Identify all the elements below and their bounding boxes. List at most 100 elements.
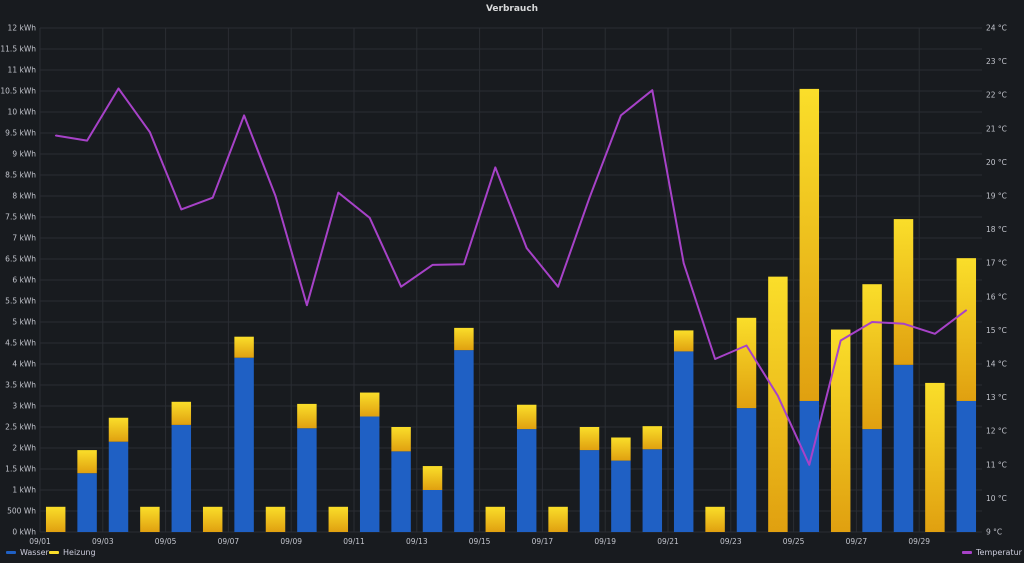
y-left-tick-label: 4.5 kWh xyxy=(5,339,36,348)
x-tick-label: 09/19 xyxy=(594,537,616,546)
bar-wasser xyxy=(799,400,820,532)
temperature-point xyxy=(368,217,371,219)
x-tick-label: 09/09 xyxy=(280,537,302,546)
legend-label-heizung: Heizung xyxy=(63,548,96,557)
y-left-tick-label: 5.5 kWh xyxy=(5,297,36,306)
bar-wasser xyxy=(956,400,977,532)
bar-wasser xyxy=(611,460,631,532)
bar-heizung xyxy=(391,427,411,452)
bar-heizung xyxy=(265,506,286,532)
bar-heizung xyxy=(171,401,192,425)
temperature-point xyxy=(463,263,465,266)
temperature-point xyxy=(149,131,151,133)
y-right-tick-label: 9 °C xyxy=(986,528,1002,537)
x-tick-label: 09/11 xyxy=(343,537,365,546)
legend-label-wasser: Wasser xyxy=(20,548,49,557)
temperature-point xyxy=(274,195,277,197)
temperature-point xyxy=(934,332,936,335)
y-right-tick-label: 21 °C xyxy=(986,124,1007,133)
y-left-tick-label: 11 kWh xyxy=(8,66,37,75)
bar-wasser xyxy=(422,490,443,532)
y-right-tick-label: 15 °C xyxy=(986,326,1007,335)
bar-heizung xyxy=(422,466,443,490)
y-left-tick-label: 10 kWh xyxy=(8,108,37,117)
bar-wasser xyxy=(516,429,537,532)
bar-heizung xyxy=(705,506,725,532)
y-right-tick-label: 12 °C xyxy=(986,427,1007,436)
bar-wasser xyxy=(736,408,757,532)
x-tick-label: 09/21 xyxy=(657,537,679,546)
bar-wasser xyxy=(359,416,380,532)
y-left-tick-label: 11.5 kWh xyxy=(0,45,36,54)
y-left-tick-label: 1 kWh xyxy=(12,486,36,495)
temperature-point xyxy=(243,114,245,117)
temperatur-swatch xyxy=(962,551,972,554)
bar-wasser xyxy=(862,429,882,532)
x-tick-label: 09/01 xyxy=(29,537,51,546)
x-tick-label: 09/13 xyxy=(406,537,428,546)
temperature-point xyxy=(525,247,528,249)
y-right-tick-label: 22 °C xyxy=(986,91,1007,100)
y-left-tick-label: 2 kWh xyxy=(12,444,36,453)
bar-heizung xyxy=(736,317,757,409)
bar-wasser xyxy=(673,351,694,532)
temperature-point xyxy=(808,464,811,466)
temperature-point xyxy=(431,264,434,266)
y-left-tick-label: 9 kWh xyxy=(12,150,36,159)
heizung-swatch xyxy=(49,551,59,554)
x-tick-label: 09/03 xyxy=(92,537,114,546)
x-tick-label: 09/05 xyxy=(155,537,177,546)
bar-heizung xyxy=(830,329,851,532)
y-left-tick-label: 2.5 kWh xyxy=(5,423,36,432)
bar-heizung xyxy=(673,330,694,352)
y-left-tick-label: 3 kWh xyxy=(12,402,36,411)
temperature-point xyxy=(651,89,654,91)
y-left-tick-label: 3.5 kWh xyxy=(5,381,36,390)
y-left-tick-label: 1.5 kWh xyxy=(5,465,36,474)
panel-title: Verbrauch xyxy=(485,4,539,14)
temperature-point xyxy=(588,196,591,199)
bar-heizung xyxy=(548,506,568,532)
y-left-tick-label: 0 kWh xyxy=(12,528,36,537)
y-right-tick-label: 13 °C xyxy=(986,393,1007,402)
bar-heizung xyxy=(202,506,223,532)
y-left-tick-label: 9.5 kWh xyxy=(5,129,36,138)
legend-item-temperatur[interactable]: Temperatur xyxy=(962,548,1022,557)
y-right-tick-label: 17 °C xyxy=(986,259,1007,268)
bar-heizung xyxy=(516,404,537,430)
temperature-point xyxy=(337,191,340,194)
temperature-point xyxy=(682,262,685,265)
y-left-tick-label: 5 kWh xyxy=(12,318,36,327)
bar-wasser xyxy=(297,428,317,532)
legend-item-wasser[interactable]: Wasser xyxy=(6,548,49,557)
temperature-point xyxy=(306,304,308,307)
y-axis-left: 0 kWh 500 Wh 1 kWh 1.5 kWh 2 kWh 2.5 kWh 3 kWh… xyxy=(0,24,36,537)
temperature-point xyxy=(400,285,402,288)
bar-wasser xyxy=(77,473,97,532)
bar-wasser xyxy=(893,364,914,532)
y-left-tick-label: 7.5 kWh xyxy=(5,213,36,222)
legend-item-heizung[interactable]: Heizung xyxy=(49,548,96,557)
y-left-tick-label: 4 kWh xyxy=(12,360,36,369)
temperature-point xyxy=(745,344,748,347)
y-right-tick-label: 11 °C xyxy=(986,460,1007,469)
temperature-point xyxy=(777,395,779,397)
bar-wasser xyxy=(171,424,192,532)
temperature-line xyxy=(55,87,967,466)
y-right-tick-label: 23 °C xyxy=(986,57,1007,66)
x-tick-label: 09/27 xyxy=(846,537,868,546)
bar-heizung xyxy=(768,276,788,532)
temperature-point xyxy=(871,321,873,323)
wasser-swatch xyxy=(6,551,16,554)
x-tick-label: 09/07 xyxy=(218,537,240,546)
bar-heizung xyxy=(359,392,380,417)
x-tick-label: 09/17 xyxy=(532,537,554,546)
bar-heizung xyxy=(579,427,600,451)
x-tick-label: 09/25 xyxy=(783,537,805,546)
temperature-point xyxy=(714,358,716,360)
y-left-tick-label: 12 kWh xyxy=(8,24,37,33)
y-right-tick-label: 20 °C xyxy=(986,158,1007,167)
y-right-tick-label: 16 °C xyxy=(986,292,1007,301)
bar-wasser xyxy=(579,450,600,532)
temperature-point xyxy=(180,208,183,211)
